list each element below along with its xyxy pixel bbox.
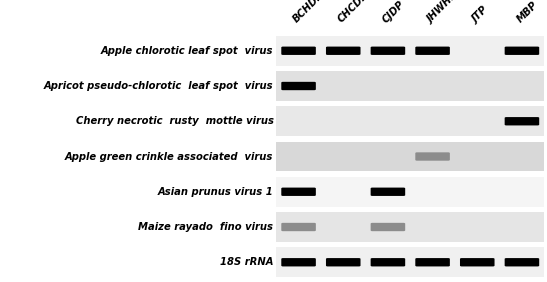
FancyBboxPatch shape [371,258,405,266]
FancyBboxPatch shape [415,47,450,55]
Text: MBP: MBP [515,0,539,25]
FancyBboxPatch shape [505,258,539,266]
Bar [276,36,544,66]
Bar [276,177,544,206]
Bar [276,71,544,101]
FancyBboxPatch shape [371,47,405,55]
FancyBboxPatch shape [281,223,316,231]
FancyBboxPatch shape [415,152,450,161]
Text: CHCDP: CHCDP [336,0,371,25]
Text: Apricot pseudo-chlorotic  leaf spot  virus: Apricot pseudo-chlorotic leaf spot virus [44,81,274,91]
Bar [276,107,544,136]
Bar [276,212,544,242]
FancyBboxPatch shape [281,258,316,266]
FancyBboxPatch shape [505,117,539,125]
FancyBboxPatch shape [326,47,360,55]
FancyBboxPatch shape [371,188,405,196]
Text: Apple chlorotic leaf spot  virus: Apple chlorotic leaf spot virus [101,46,274,56]
Text: JTP: JTP [470,5,490,25]
FancyBboxPatch shape [371,223,405,231]
Text: Cherry necrotic  rusty  mottle virus: Cherry necrotic rusty mottle virus [75,116,274,126]
Bar [276,248,544,277]
FancyBboxPatch shape [281,82,316,90]
FancyBboxPatch shape [460,258,494,266]
Text: BCHDP: BCHDP [292,0,326,25]
Bar [276,142,544,171]
FancyBboxPatch shape [415,258,450,266]
FancyBboxPatch shape [505,47,539,55]
FancyBboxPatch shape [281,188,316,196]
FancyBboxPatch shape [326,258,360,266]
Text: CJDP: CJDP [381,0,407,25]
FancyBboxPatch shape [281,47,316,55]
Text: Apple green crinkle associated  virus: Apple green crinkle associated virus [65,151,274,162]
Text: Maize rayado  fino virus: Maize rayado fino virus [138,222,274,232]
Text: 18S rRNA: 18S rRNA [220,257,274,267]
Text: Asian prunus virus 1: Asian prunus virus 1 [158,187,274,197]
Text: JHWHDP: JHWHDP [426,0,466,25]
